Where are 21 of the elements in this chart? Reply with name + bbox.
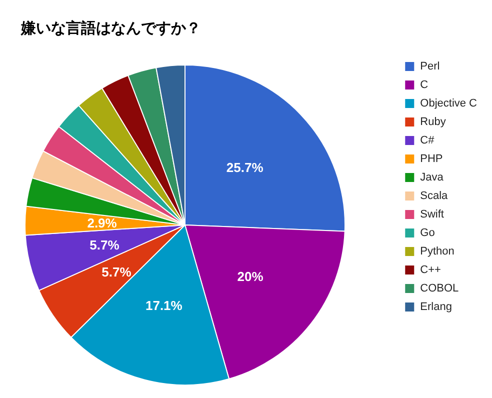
data-label: 2.9%	[87, 215, 118, 230]
legend-label: Scala	[420, 190, 449, 202]
legend-label: Objective C	[420, 98, 478, 110]
legend-label: Python	[420, 246, 454, 258]
data-label: 5.7%	[102, 264, 132, 280]
legend-label: Java	[420, 172, 444, 184]
data-label: 20%	[237, 268, 264, 284]
legend-label: Perl	[420, 60, 440, 72]
legend-label: PHP	[420, 153, 443, 165]
legend-label: Ruby	[420, 116, 446, 128]
legend-label: Erlang	[420, 301, 452, 313]
legend-label: Go	[420, 227, 435, 239]
legend-label: C++	[420, 264, 441, 276]
legend-label: COBOL	[420, 282, 459, 294]
legend-label: C	[420, 79, 428, 91]
data-label: 5.7%	[90, 237, 120, 252]
chart-title: 嫌いな言語はなんですか？	[20, 19, 201, 37]
data-label: 17.1%	[145, 298, 183, 313]
legend-label: Swift	[420, 208, 444, 220]
legend-label: C#	[420, 134, 436, 146]
data-label: 25.7%	[226, 160, 264, 175]
